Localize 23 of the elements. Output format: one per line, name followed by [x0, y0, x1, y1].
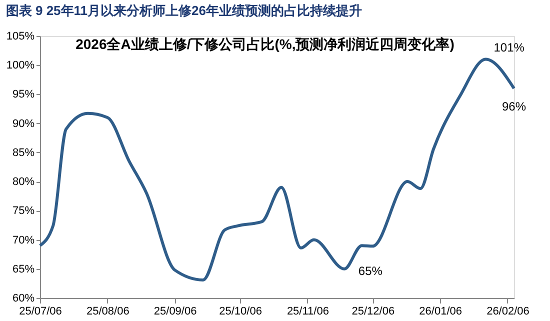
x-tick-label: 25/07/06 [19, 306, 62, 318]
y-tick-label: 90% [12, 118, 35, 130]
y-tick-label: 105% [6, 30, 35, 42]
x-tick-label: 25/10/06 [219, 306, 262, 318]
annotation: 96% [502, 99, 526, 114]
x-tick-label: 26/01/06 [419, 306, 462, 318]
y-tick-label: 80% [12, 176, 35, 188]
y-tick-label: 70% [12, 234, 35, 246]
y-tick-label: 60% [12, 292, 35, 304]
y-tick-label: 95% [12, 88, 35, 101]
annotation: 101% [494, 40, 525, 54]
x-tick-label: 25/11/06 [286, 306, 329, 318]
x-tick-label: 25/12/06 [352, 306, 395, 318]
x-tick-label: 26/02/06 [486, 306, 530, 318]
y-tick-label: 65% [12, 263, 35, 276]
y-tick-label: 75% [12, 205, 35, 218]
y-tick-label: 100% [6, 60, 35, 72]
chart-title: 图表 9 25年11月以来分析师上修26年业绩预测的占比持续提升 [6, 3, 362, 18]
x-tick-label: 25/08/06 [86, 306, 130, 318]
annotation: 65% [358, 264, 383, 278]
x-tick-label: 25/09/06 [154, 306, 197, 318]
chart-subtitle: 2026全A业绩上修/下修公司占比(%,预测净利润近四周变化率) [76, 36, 454, 52]
y-tick-label: 85% [12, 146, 35, 159]
